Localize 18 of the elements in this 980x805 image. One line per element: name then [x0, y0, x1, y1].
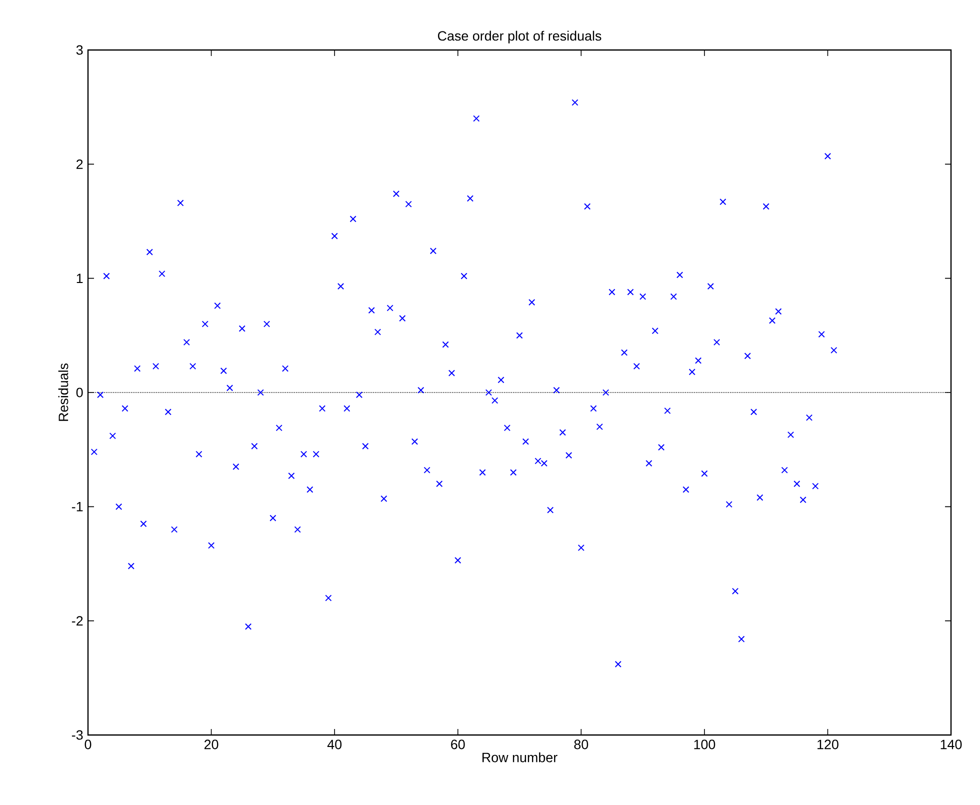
x-tick-label: 80	[574, 740, 588, 750]
x-tick-label: 100	[694, 740, 716, 750]
y-axis-title: Residuals	[58, 363, 68, 421]
y-tick-label: 1	[76, 274, 83, 283]
x-tick-label: 60	[451, 740, 465, 750]
y-tick-label: 2	[76, 159, 83, 169]
chart-title: Case order plot of residuals	[438, 30, 602, 44]
y-tick-label: -2	[72, 616, 83, 626]
x-axis-title: Row number	[482, 752, 558, 762]
y-tick-label: 3	[76, 45, 83, 55]
y-tick-label: 0	[76, 388, 83, 398]
x-tick-label: 120	[818, 740, 838, 750]
x-tick-label: 0	[84, 740, 92, 750]
y-tick-label: -1	[72, 502, 83, 512]
x-tick-label: 20	[204, 740, 218, 750]
x-tick-label: 140	[940, 740, 962, 750]
y-tick-label: -3	[72, 730, 83, 740]
x-tick-label: 40	[327, 740, 342, 750]
